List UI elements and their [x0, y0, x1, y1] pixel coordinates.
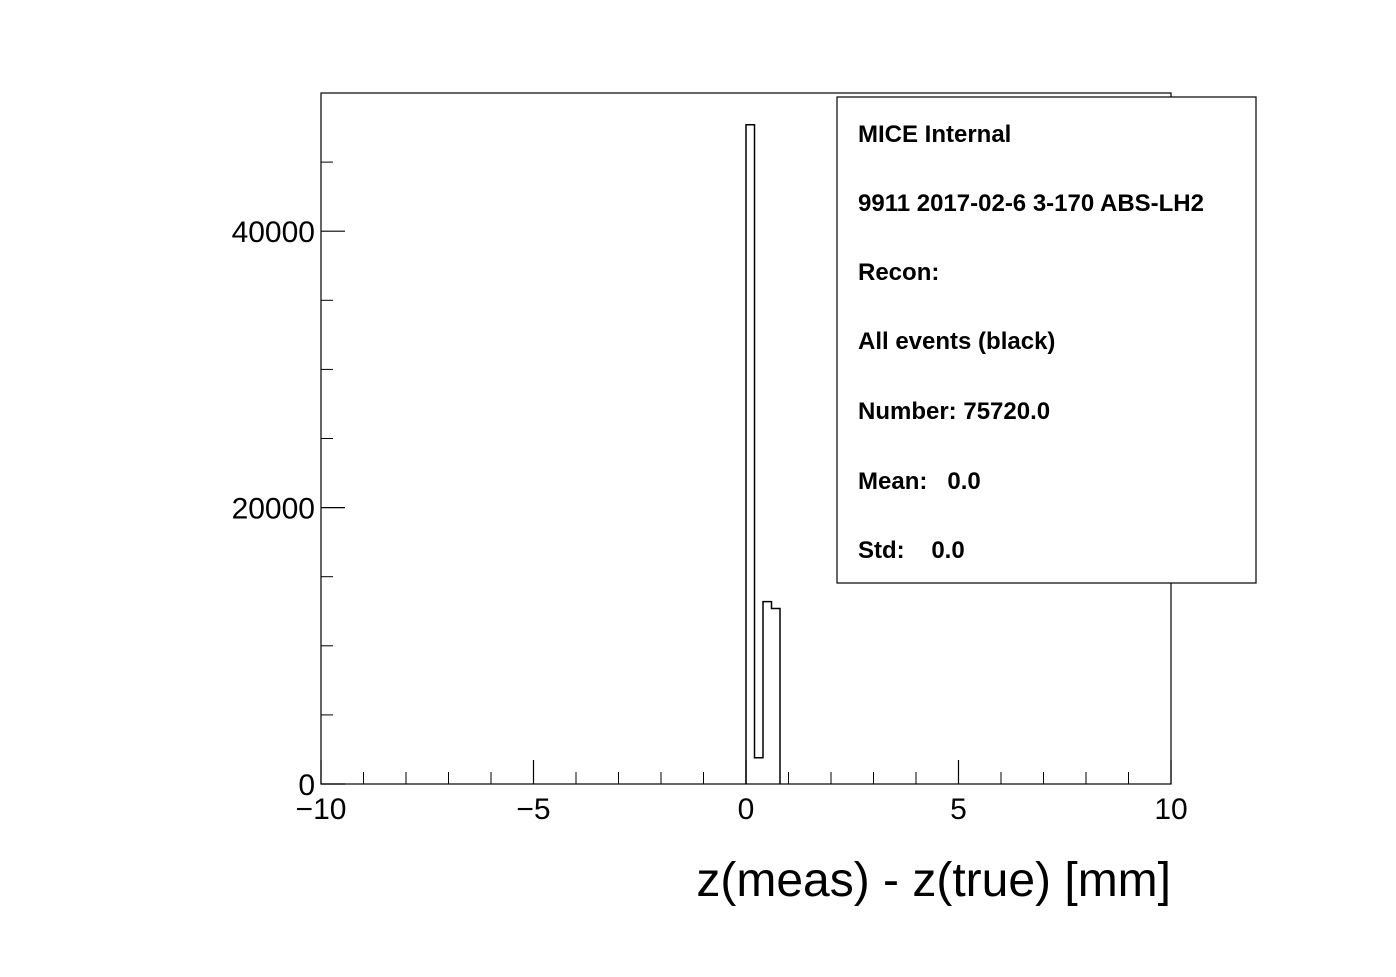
stats-line-mean: Mean: 0.0	[858, 468, 981, 495]
x-axis: −10 −5 0 5 10	[296, 760, 1188, 826]
stats-line-number: Number: 75720.0	[858, 398, 1050, 425]
x-tick-label: −5	[516, 793, 550, 826]
stats-box: MICE Internal 9911 2017-02-6 3-170 ABS-L…	[836, 96, 1257, 584]
histogram-bin	[746, 125, 755, 784]
y-minor-ticks	[321, 92, 333, 716]
y-tick-label: 0	[298, 769, 315, 802]
stats-line-recon: Recon:	[858, 259, 939, 286]
histogram-bin	[755, 758, 764, 784]
stats-line-experiment: MICE Internal	[858, 121, 1011, 148]
y-tick-label: 20000	[232, 493, 315, 526]
x-axis-label: z(meas) - z(true) [mm]	[696, 854, 1171, 907]
histogram-bin	[772, 608, 781, 784]
x-tick-label: 5	[950, 793, 967, 826]
x-tick-label: −10	[296, 793, 347, 826]
y-tick-label: 40000	[232, 216, 315, 249]
x-minor-ticks	[363, 772, 1129, 784]
histogram-bin	[763, 602, 772, 784]
stats-line-std: Std: 0.0	[858, 537, 965, 564]
y-axis: 0 20000 40000	[232, 216, 345, 802]
x-tick-label: 0	[738, 793, 755, 826]
histogram-series-outline	[745, 124, 781, 784]
stats-line-run-info: 9911 2017-02-6 3-170 ABS-LH2	[858, 190, 1204, 217]
x-tick-label: 10	[1154, 793, 1187, 826]
stats-line-selection: All events (black)	[858, 328, 1055, 355]
stats-box-frame	[836, 96, 1257, 584]
